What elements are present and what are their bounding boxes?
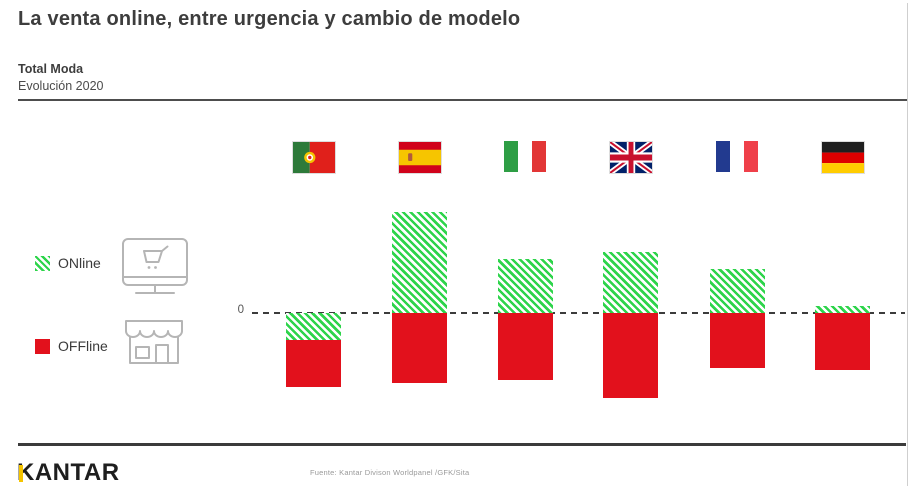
bar-online-España: [392, 212, 447, 313]
legend-offline-label: OFFline: [58, 338, 108, 354]
bar-online-Reino Unido: [603, 252, 658, 313]
legend-online: ONline: [35, 256, 101, 271]
flag-france-icon: [716, 141, 758, 172]
subtitle-bold: Total Moda: [18, 62, 84, 76]
bar-online-Italia: [498, 259, 553, 313]
legend-online-label: ONline: [58, 255, 101, 271]
zero-dashed-line: [252, 312, 905, 314]
page-title: La venta online, entre urgencia y cambio…: [18, 8, 521, 30]
bar-online-Alemania: [815, 306, 870, 313]
flag-portugal-icon: [292, 141, 336, 174]
flag-italy-icon: [504, 141, 546, 172]
flag-spain-icon: [398, 141, 442, 174]
bar-online-Francia: [710, 269, 765, 313]
bar-online-Portugal: [286, 313, 341, 340]
online-hatch-swatch-icon: [35, 256, 50, 271]
flag-uk-icon: [609, 141, 653, 174]
online-shopping-monitor-icon: [121, 237, 191, 301]
header-divider: [18, 99, 908, 101]
flag-germany-icon: [821, 141, 865, 174]
bar-offline-Italia: [498, 313, 553, 380]
subtitle: Evolución 2020: [18, 79, 104, 93]
bar-offline-Portugal: [286, 340, 341, 387]
zero-axis-label: 0: [237, 304, 244, 316]
bar-offline-Alemania: [815, 313, 870, 370]
bar-offline-España: [392, 313, 447, 383]
offline-store-icon: [119, 311, 189, 375]
kantar-logo: KANTAR: [17, 459, 120, 486]
source-text: Fuente: Kantar Divison Worldpanel /GFK/S…: [310, 468, 470, 477]
bar-offline-Francia: [710, 313, 765, 368]
right-border-line: [907, 3, 908, 486]
offline-solid-swatch-icon: [35, 339, 50, 354]
bar-offline-Reino Unido: [603, 313, 658, 398]
legend-offline: OFFline: [35, 339, 108, 354]
kantar-logo-yellow-bar-icon: [19, 465, 23, 482]
footer-divider: [18, 443, 906, 446]
